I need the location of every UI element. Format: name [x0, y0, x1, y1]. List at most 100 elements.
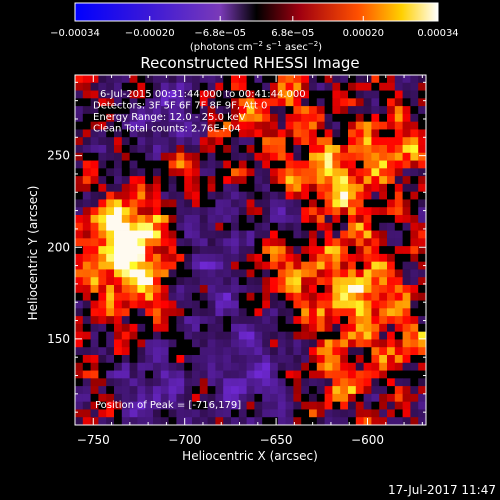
heatmap-cell — [301, 129, 310, 138]
heatmap-cell — [402, 292, 411, 301]
heatmap-cell — [176, 199, 185, 208]
heatmap-cell — [184, 106, 193, 115]
heatmap-cell — [98, 331, 107, 340]
heatmap-cell — [309, 106, 318, 115]
heatmap-cell — [355, 409, 364, 418]
heatmap-cell — [293, 401, 302, 410]
heatmap-cell — [192, 269, 201, 278]
heatmap-cell — [153, 98, 162, 107]
heatmap-cell — [332, 191, 341, 200]
heatmap-cell — [355, 378, 364, 387]
heatmap-cell — [410, 98, 419, 107]
heatmap-cell — [184, 308, 193, 317]
heatmap-cell — [145, 393, 154, 403]
heatmap-cell — [410, 113, 419, 123]
heatmap-cell — [363, 362, 372, 371]
heatmap-cell — [324, 277, 333, 286]
heatmap-cell — [379, 339, 388, 348]
heatmap-cell — [394, 261, 403, 270]
heatmap-cell — [309, 199, 318, 208]
heatmap-cell — [387, 277, 396, 286]
heatmap-cell — [371, 401, 380, 410]
heatmap-cell — [379, 168, 388, 177]
heatmap-cell — [379, 347, 388, 356]
heatmap-cell — [410, 90, 419, 99]
heatmap-cell — [285, 362, 294, 371]
heatmap-cell — [160, 253, 169, 263]
heatmap-cell — [75, 176, 84, 185]
heatmap-cell — [145, 199, 154, 208]
heatmap-cell — [371, 152, 380, 161]
heatmap-cell — [340, 401, 349, 410]
heatmap-cell — [363, 269, 372, 278]
heatmap-cell — [254, 238, 263, 247]
heatmap-cell — [129, 300, 138, 309]
heatmap-cell — [301, 331, 310, 340]
heatmap-cell — [387, 199, 396, 208]
heatmap-cell — [418, 308, 426, 317]
heatmap-cell — [82, 261, 91, 270]
heatmap-cell — [192, 386, 201, 395]
heatmap-cell — [410, 168, 419, 177]
heatmap-cell — [238, 82, 247, 91]
heatmap-cell — [371, 145, 380, 154]
heatmap-cell — [379, 230, 388, 239]
heatmap-cell — [309, 176, 318, 185]
heatmap-cell — [199, 168, 208, 177]
heatmap-cell — [301, 106, 310, 115]
heatmap-cell — [98, 230, 107, 239]
heatmap-cell — [160, 285, 169, 294]
heatmap-cell — [199, 347, 208, 356]
heatmap-cell — [262, 168, 271, 177]
heatmap-cell — [238, 145, 247, 154]
heatmap-cell — [410, 183, 419, 193]
heatmap-cell — [410, 393, 419, 403]
heatmap-cell — [262, 75, 271, 84]
heatmap-cell — [160, 401, 169, 410]
heatmap-cell — [293, 331, 302, 340]
heatmap-cell — [215, 121, 224, 130]
heatmap-cell — [207, 323, 216, 333]
heatmap-cell — [223, 246, 232, 255]
heatmap-cell — [379, 308, 388, 317]
heatmap-cell — [145, 261, 154, 270]
heatmap-cell — [348, 113, 357, 123]
heatmap-cell — [215, 269, 224, 278]
heatmap-cell — [301, 362, 310, 371]
heatmap-cell — [98, 191, 107, 200]
heatmap-cell — [379, 129, 388, 138]
heatmap-cell — [207, 261, 216, 270]
colorbar-ticks — [74, 16, 439, 21]
heatmap-cell — [410, 401, 419, 410]
heatmap-cell — [145, 75, 154, 84]
heatmap-cell — [106, 145, 115, 154]
heatmap-cell — [75, 253, 84, 263]
heatmap-cell — [316, 285, 325, 294]
heatmap-cell — [137, 401, 146, 410]
heatmap-cell — [254, 409, 263, 418]
heatmap-cell — [394, 199, 403, 208]
heatmap-cell — [160, 409, 169, 418]
heatmap-cell — [184, 98, 193, 107]
heatmap-cell — [379, 253, 388, 263]
heatmap-cell — [176, 269, 185, 278]
heatmap-cell — [379, 269, 388, 278]
heatmap-cell — [371, 339, 380, 348]
heatmap-cell — [168, 98, 177, 107]
heatmap-cell — [145, 160, 154, 169]
heatmap-cell — [410, 207, 419, 216]
heatmap-cell — [246, 113, 255, 123]
heatmap-cell — [207, 90, 216, 99]
heatmap-cell — [176, 246, 185, 255]
heatmap-cell — [176, 75, 185, 84]
heatmap-cell — [160, 308, 169, 317]
heatmap-cell — [153, 75, 162, 84]
heatmap-cell — [153, 222, 162, 231]
heatmap-cell — [98, 370, 107, 379]
heatmap-cell — [246, 75, 255, 84]
colorbar-tick-label: −0.00020 — [125, 28, 175, 39]
heatmap-cell — [207, 339, 216, 348]
heatmap-cell — [129, 323, 138, 333]
heatmap-cell — [246, 323, 255, 333]
heatmap-cell — [332, 393, 341, 403]
